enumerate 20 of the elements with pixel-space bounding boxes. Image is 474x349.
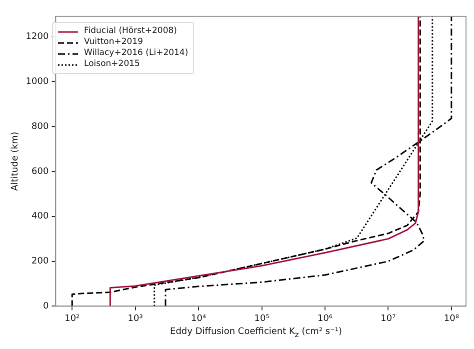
x-tick-label: 10⁵: [254, 314, 270, 324]
legend-label: Willacy+2016 (Li+2014): [84, 48, 188, 59]
y-tick-label: 1000: [26, 76, 49, 87]
x-tick-label: 10³: [128, 314, 144, 324]
x-tick-label: 10²: [64, 314, 80, 324]
x-tick-label: 10⁸: [444, 314, 460, 324]
y-axis-title: Altitude (km): [10, 132, 21, 191]
y-tick-label: 1200: [26, 32, 49, 42]
legend-label: Vuitton+2019: [84, 37, 143, 48]
x-tick-label: 10⁷: [380, 314, 396, 324]
x-tick-label: 10⁶: [317, 314, 333, 324]
y-tick-label: 800: [32, 122, 49, 132]
legend-label: Fiducial (Hörst+2008): [84, 26, 177, 37]
y-tick-label: 0: [42, 302, 49, 312]
y-tick-label: 200: [32, 256, 49, 267]
y-tick-label: 600: [32, 166, 49, 177]
x-axis-title: Eddy Diffusion Coefficient K$_{z}$ (cm² s⁻¹): [169, 327, 343, 339]
y-tick-label: 400: [32, 212, 49, 222]
legend-label: Loison+2015: [84, 59, 140, 70]
x-tick-label: 10⁴: [191, 314, 206, 324]
